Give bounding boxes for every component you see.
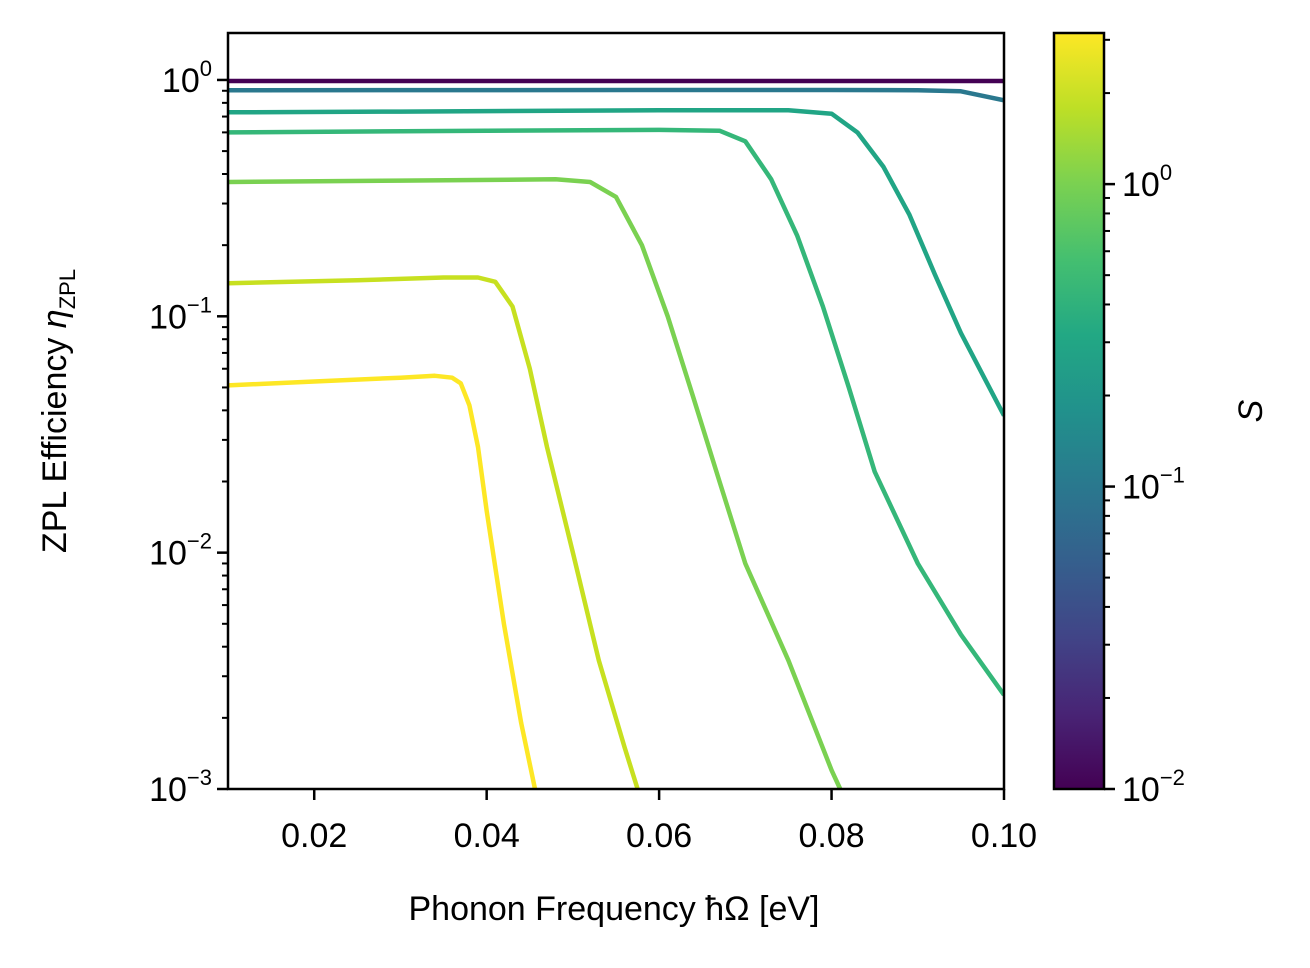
- colorbar-tick-label: 10−2: [1122, 765, 1185, 809]
- y-tick-label: 100: [162, 56, 212, 100]
- x-tick-label: 0.06: [626, 817, 692, 855]
- x-tick-label: 0.02: [281, 817, 347, 855]
- series-line-5: [228, 275, 640, 789]
- x-axis-ticks: 0.02 0.04 0.06 0.08 0.10: [281, 789, 1037, 855]
- x-tick-label: 0.04: [454, 817, 520, 855]
- colorbar-ticks: 10−2 10−1 100: [1104, 38, 1185, 809]
- colorbar-tick-label: 100: [1122, 160, 1172, 204]
- series-line-1: [228, 87, 1004, 103]
- y-axis-ticks: 100 10−1 10−2 10−3: [149, 56, 228, 809]
- series-layer: [228, 78, 1004, 789]
- plot-frame: [226, 31, 1006, 791]
- series-line-2: [228, 107, 1004, 417]
- colorbar: [1052, 31, 1106, 791]
- series-line-6: [228, 373, 538, 789]
- series-line-3: [228, 127, 1004, 697]
- x-axis-label: Phonon Frequency ħΩ [eV]: [408, 890, 819, 928]
- colorbar-tick-label: 10−1: [1122, 463, 1185, 507]
- colorbar-label: S: [1232, 399, 1270, 422]
- x-tick-label: 0.10: [971, 817, 1037, 855]
- y-tick-label: 10−2: [149, 529, 212, 573]
- y-tick-label: 10−1: [149, 292, 212, 336]
- y-axis-label: ZPL Efficiency ηZPL: [36, 269, 80, 553]
- x-tick-label: 0.08: [798, 817, 864, 855]
- series-line-4: [228, 177, 843, 789]
- y-tick-label: 10−3: [149, 765, 212, 809]
